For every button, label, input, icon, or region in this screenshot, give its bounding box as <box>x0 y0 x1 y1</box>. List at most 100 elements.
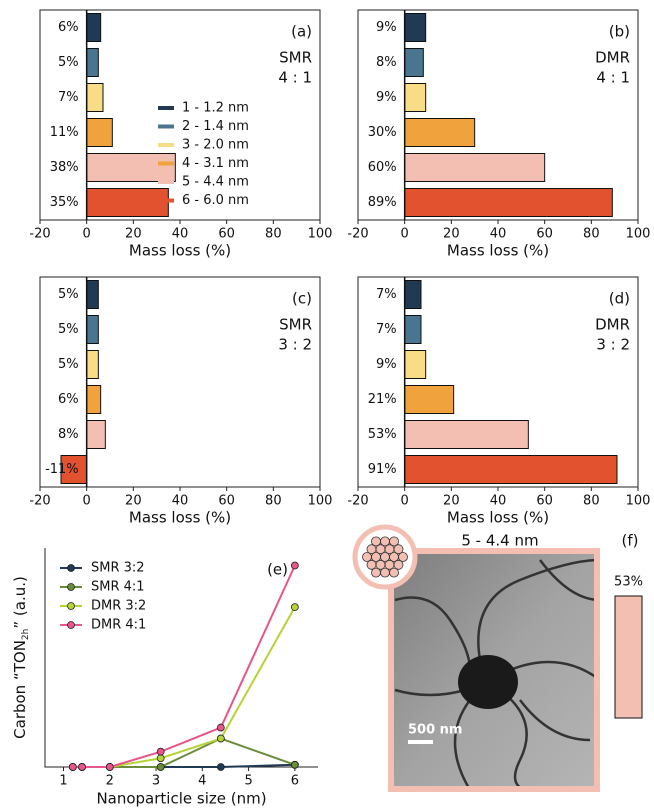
bar <box>87 49 99 77</box>
legend-label: 4 - 3.1 nm <box>182 156 249 171</box>
bar <box>405 119 475 147</box>
x-tick-label: 3 <box>152 774 160 789</box>
x-tick-label: -20 <box>347 227 368 242</box>
x-tick-label: 0 <box>83 227 91 242</box>
x-tick-label: 80 <box>583 227 600 242</box>
point <box>157 748 164 755</box>
x-tick-label: 100 <box>626 227 651 242</box>
value-label: 5% <box>58 322 79 337</box>
bar <box>87 84 103 112</box>
x-tick-label: 100 <box>308 494 333 509</box>
bar <box>87 421 106 449</box>
bar <box>87 14 101 42</box>
x-tick-label: 4 <box>198 774 206 789</box>
icon-particle <box>390 537 399 546</box>
plot-frame <box>40 10 320 220</box>
value-label: 7% <box>376 322 397 337</box>
x-tick-label: 40 <box>172 494 189 509</box>
point <box>69 764 76 771</box>
nanoparticle-icon <box>355 527 415 587</box>
x-tick-label: 20 <box>125 494 142 509</box>
x-tick-label: 6 <box>291 774 299 789</box>
x-tick-label: 60 <box>536 227 553 242</box>
scale-bar-label: 500 nm <box>408 723 462 738</box>
bar <box>87 351 99 379</box>
point <box>79 764 86 771</box>
axes <box>45 548 318 767</box>
panel-text: 3 : 2 <box>596 336 630 354</box>
x-tick-label: 5 <box>244 774 252 789</box>
panel-label: (c) <box>292 290 312 308</box>
value-label: 60% <box>368 160 397 175</box>
x-tick-label: 60 <box>218 494 235 509</box>
x-tick-label: 20 <box>125 227 142 242</box>
value-label: 9% <box>376 20 397 35</box>
x-tick-label: 60 <box>218 227 235 242</box>
x-tick-label: 40 <box>490 227 507 242</box>
scale-bar <box>408 740 433 744</box>
legend-label: 1 - 1.2 nm <box>182 101 249 116</box>
x-tick-label: 80 <box>583 494 600 509</box>
legend-label: 3 - 2.0 nm <box>182 138 249 153</box>
x-axis-label: Mass loss (%) <box>447 509 549 527</box>
value-label: 21% <box>368 392 397 407</box>
legend-marker <box>68 584 75 591</box>
panel-label: (d) <box>609 290 630 308</box>
bar <box>405 154 545 182</box>
value-label: 6% <box>58 20 79 35</box>
value-label: 9% <box>376 357 397 372</box>
panel-text: 3 : 2 <box>278 336 312 354</box>
point <box>291 761 298 768</box>
bar <box>87 119 113 147</box>
point <box>217 764 224 771</box>
value-label: 7% <box>58 90 79 105</box>
bar <box>405 189 613 217</box>
y-axis-label-part: Carbon “TON <box>11 640 29 739</box>
panel-text: SMR <box>279 49 312 67</box>
point <box>217 735 224 742</box>
bar <box>615 596 642 718</box>
value-label: 89% <box>368 195 397 210</box>
bar <box>405 49 424 77</box>
y-axis-label: Carbon “TON2h” (a.u.) <box>11 576 31 739</box>
bar <box>87 154 176 182</box>
panel-text: DMR <box>595 49 630 67</box>
value-label: 38% <box>50 160 79 175</box>
bar <box>87 316 99 344</box>
legend-marker <box>68 565 75 572</box>
value-label: -11% <box>45 462 79 477</box>
value-label: 5% <box>58 357 79 372</box>
y-axis-label-part: 2h <box>21 629 31 640</box>
image-title: 5 - 4.4 nm <box>461 532 538 550</box>
value-label: 6% <box>58 392 79 407</box>
panel-text: DMR <box>595 316 630 334</box>
legend-label: 2 - 1.4 nm <box>182 119 249 134</box>
panel-label: (a) <box>291 23 312 41</box>
x-tick-label: -20 <box>29 227 50 242</box>
legend-label: DMR 4:1 <box>91 618 146 633</box>
point <box>157 764 164 771</box>
icon-particle <box>381 537 390 546</box>
legend-label: 5 - 4.4 nm <box>182 175 249 190</box>
x-tick-label: 60 <box>536 494 553 509</box>
icon-particle <box>372 568 381 577</box>
x-tick-label: 0 <box>83 494 91 509</box>
x-axis-label: Mass loss (%) <box>129 509 231 527</box>
value-label: 11% <box>50 125 79 140</box>
x-tick-label: 80 <box>265 494 282 509</box>
value-label: 7% <box>376 287 397 302</box>
bar <box>405 14 426 42</box>
panel-label: (f) <box>622 532 639 550</box>
y-axis-label-part: ” (a.u.) <box>11 576 29 628</box>
x-tick-label: 2 <box>106 774 114 789</box>
panel-text: SMR <box>279 316 312 334</box>
bar <box>405 351 426 379</box>
legend-label: DMR 3:2 <box>91 599 146 614</box>
legend-marker <box>68 603 75 610</box>
bar <box>405 281 421 309</box>
panel-text: 4 : 1 <box>596 69 630 87</box>
x-tick-label: 100 <box>308 227 333 242</box>
tem-image: 500 nm <box>391 551 600 792</box>
point <box>106 764 113 771</box>
point <box>157 755 164 762</box>
